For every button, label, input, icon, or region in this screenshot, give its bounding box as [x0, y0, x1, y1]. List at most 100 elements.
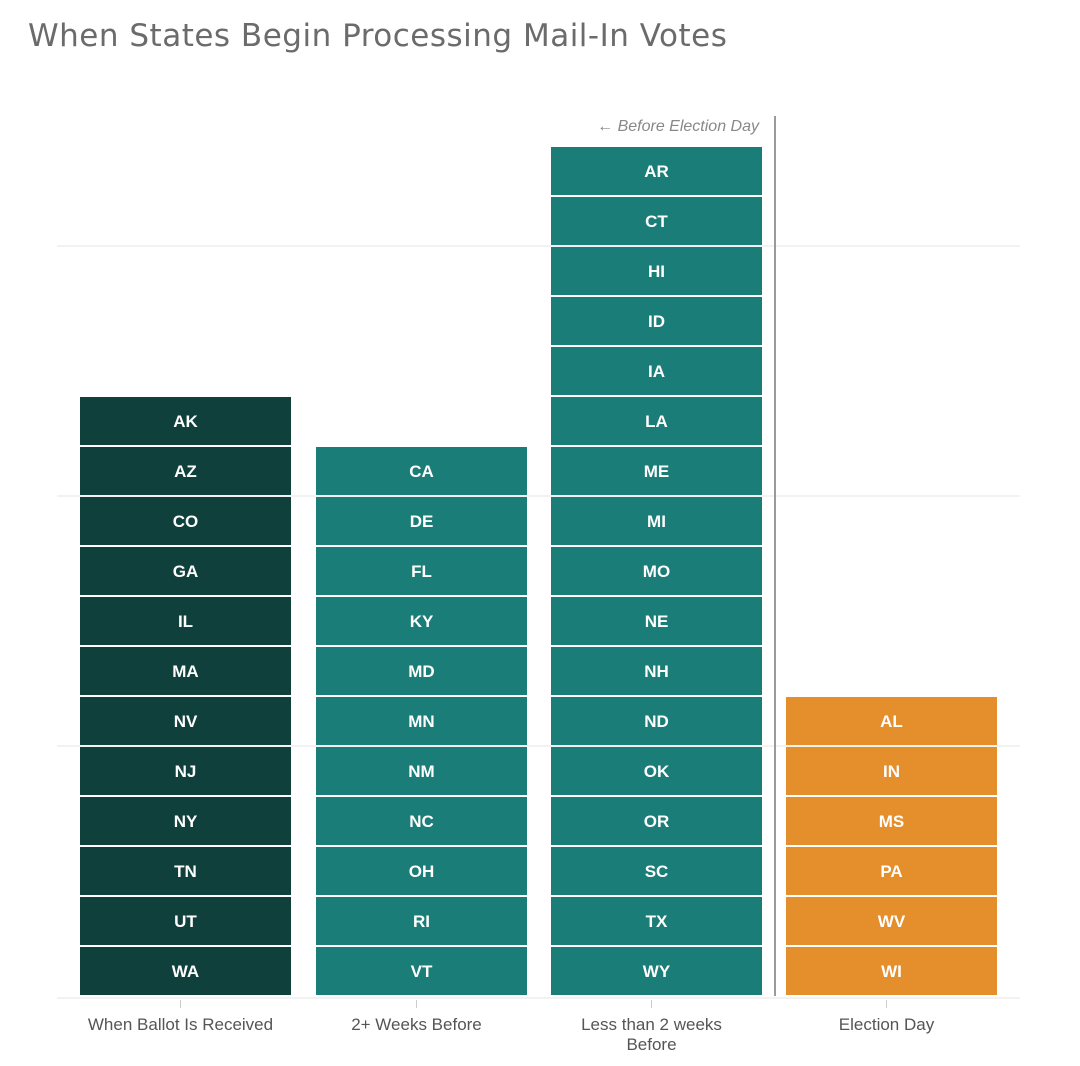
state-block [551, 947, 762, 995]
state-block [316, 647, 527, 695]
state-block [316, 547, 527, 595]
state-label: TX [646, 912, 668, 931]
bar-column: AR CT HI ID IA LA ME MI MO NE NH ND OK OR SC TX WY [551, 147, 762, 995]
state-label: OH [409, 862, 435, 881]
state-label: NH [644, 662, 669, 681]
state-label: OR [644, 812, 670, 831]
before-election-day-annotation: ← Before Election Day [597, 118, 760, 135]
state-label: ID [648, 312, 665, 331]
state-label: WA [172, 962, 199, 981]
state-label: MO [643, 562, 670, 581]
state-label: MD [408, 662, 434, 681]
state-label: HI [648, 262, 665, 281]
state-label: CO [173, 512, 199, 531]
state-block [786, 797, 997, 845]
state-label: MS [879, 812, 905, 831]
state-block [786, 697, 997, 745]
state-block [316, 447, 527, 495]
state-block [551, 747, 762, 795]
state-label: IN [883, 762, 900, 781]
state-block [551, 397, 762, 445]
state-label: PA [880, 862, 902, 881]
state-label: AR [644, 162, 669, 181]
state-block [316, 897, 527, 945]
state-block [316, 697, 527, 745]
state-label: NY [174, 812, 198, 831]
bar-column: AK AZ CO GA IL MA NV NJ NY TN UT WA [80, 397, 291, 995]
chart-title: When States Begin Processing Mail-In Vot… [28, 18, 728, 54]
state-label: KY [410, 612, 434, 631]
axis-layer: When Ballot Is Received 2+ Weeks Before Le… [57, 997, 1020, 1054]
state-block [551, 197, 762, 245]
state-block [551, 497, 762, 545]
state-block [316, 497, 527, 545]
state-block [786, 897, 997, 945]
category-label: When Ballot Is Received [88, 1015, 273, 1034]
state-label: NJ [175, 762, 197, 781]
state-label: IA [648, 362, 665, 381]
state-label: SC [645, 862, 669, 881]
state-label: NE [645, 612, 669, 631]
state-block [316, 747, 527, 795]
bars-layer: AK AZ CO GA IL MA NV NJ NY TN UT WA CA DE FL KY MD MN NM NC… [80, 147, 997, 995]
state-block [551, 147, 762, 195]
state-label: RI [413, 912, 430, 931]
state-label: WY [643, 962, 671, 981]
state-block [80, 597, 291, 645]
state-label: LA [645, 412, 668, 431]
category-label: Election Day [839, 1015, 935, 1034]
state-block [80, 897, 291, 945]
state-label: MA [172, 662, 198, 681]
state-label: CA [409, 462, 434, 481]
state-block [316, 597, 527, 645]
state-label: UT [174, 912, 197, 931]
state-block [551, 247, 762, 295]
state-label: NV [174, 712, 198, 731]
state-label: CT [645, 212, 668, 231]
state-block [551, 447, 762, 495]
state-block [80, 747, 291, 795]
state-block [551, 897, 762, 945]
state-label: ND [644, 712, 669, 731]
state-block [80, 697, 291, 745]
grid-layer [57, 245, 1020, 747]
state-block [80, 947, 291, 995]
state-block [80, 647, 291, 695]
category-label: Before [626, 1035, 676, 1054]
category-label: Less than 2 weeks [581, 1015, 722, 1034]
category-label: 2+ Weeks Before [351, 1015, 482, 1034]
state-block [551, 847, 762, 895]
state-label: AL [880, 712, 903, 731]
state-block [80, 397, 291, 445]
annotation-layer: ← Before Election Day [597, 116, 776, 996]
state-block [80, 497, 291, 545]
state-block [786, 947, 997, 995]
state-label: IL [178, 612, 193, 631]
state-label: WI [881, 962, 902, 981]
state-block [551, 547, 762, 595]
state-label: NM [408, 762, 434, 781]
state-block [80, 847, 291, 895]
state-label: AZ [174, 462, 197, 481]
state-label: MN [408, 712, 434, 731]
state-block [551, 297, 762, 345]
state-block [551, 347, 762, 395]
state-label: VT [411, 962, 433, 981]
state-label: WV [878, 912, 906, 931]
state-block [786, 747, 997, 795]
state-label: OK [644, 762, 670, 781]
state-label: GA [173, 562, 199, 581]
state-block [80, 547, 291, 595]
bar-column: CA DE FL KY MD MN NM NC OH RI VT [316, 447, 527, 995]
state-label: DE [410, 512, 434, 531]
state-block [316, 847, 527, 895]
state-label: NC [409, 812, 434, 831]
state-label: FL [411, 562, 432, 581]
state-block [80, 797, 291, 845]
state-block [786, 847, 997, 895]
state-label: MI [647, 512, 666, 531]
state-label: ME [644, 462, 670, 481]
state-block [80, 447, 291, 495]
state-block [551, 697, 762, 745]
